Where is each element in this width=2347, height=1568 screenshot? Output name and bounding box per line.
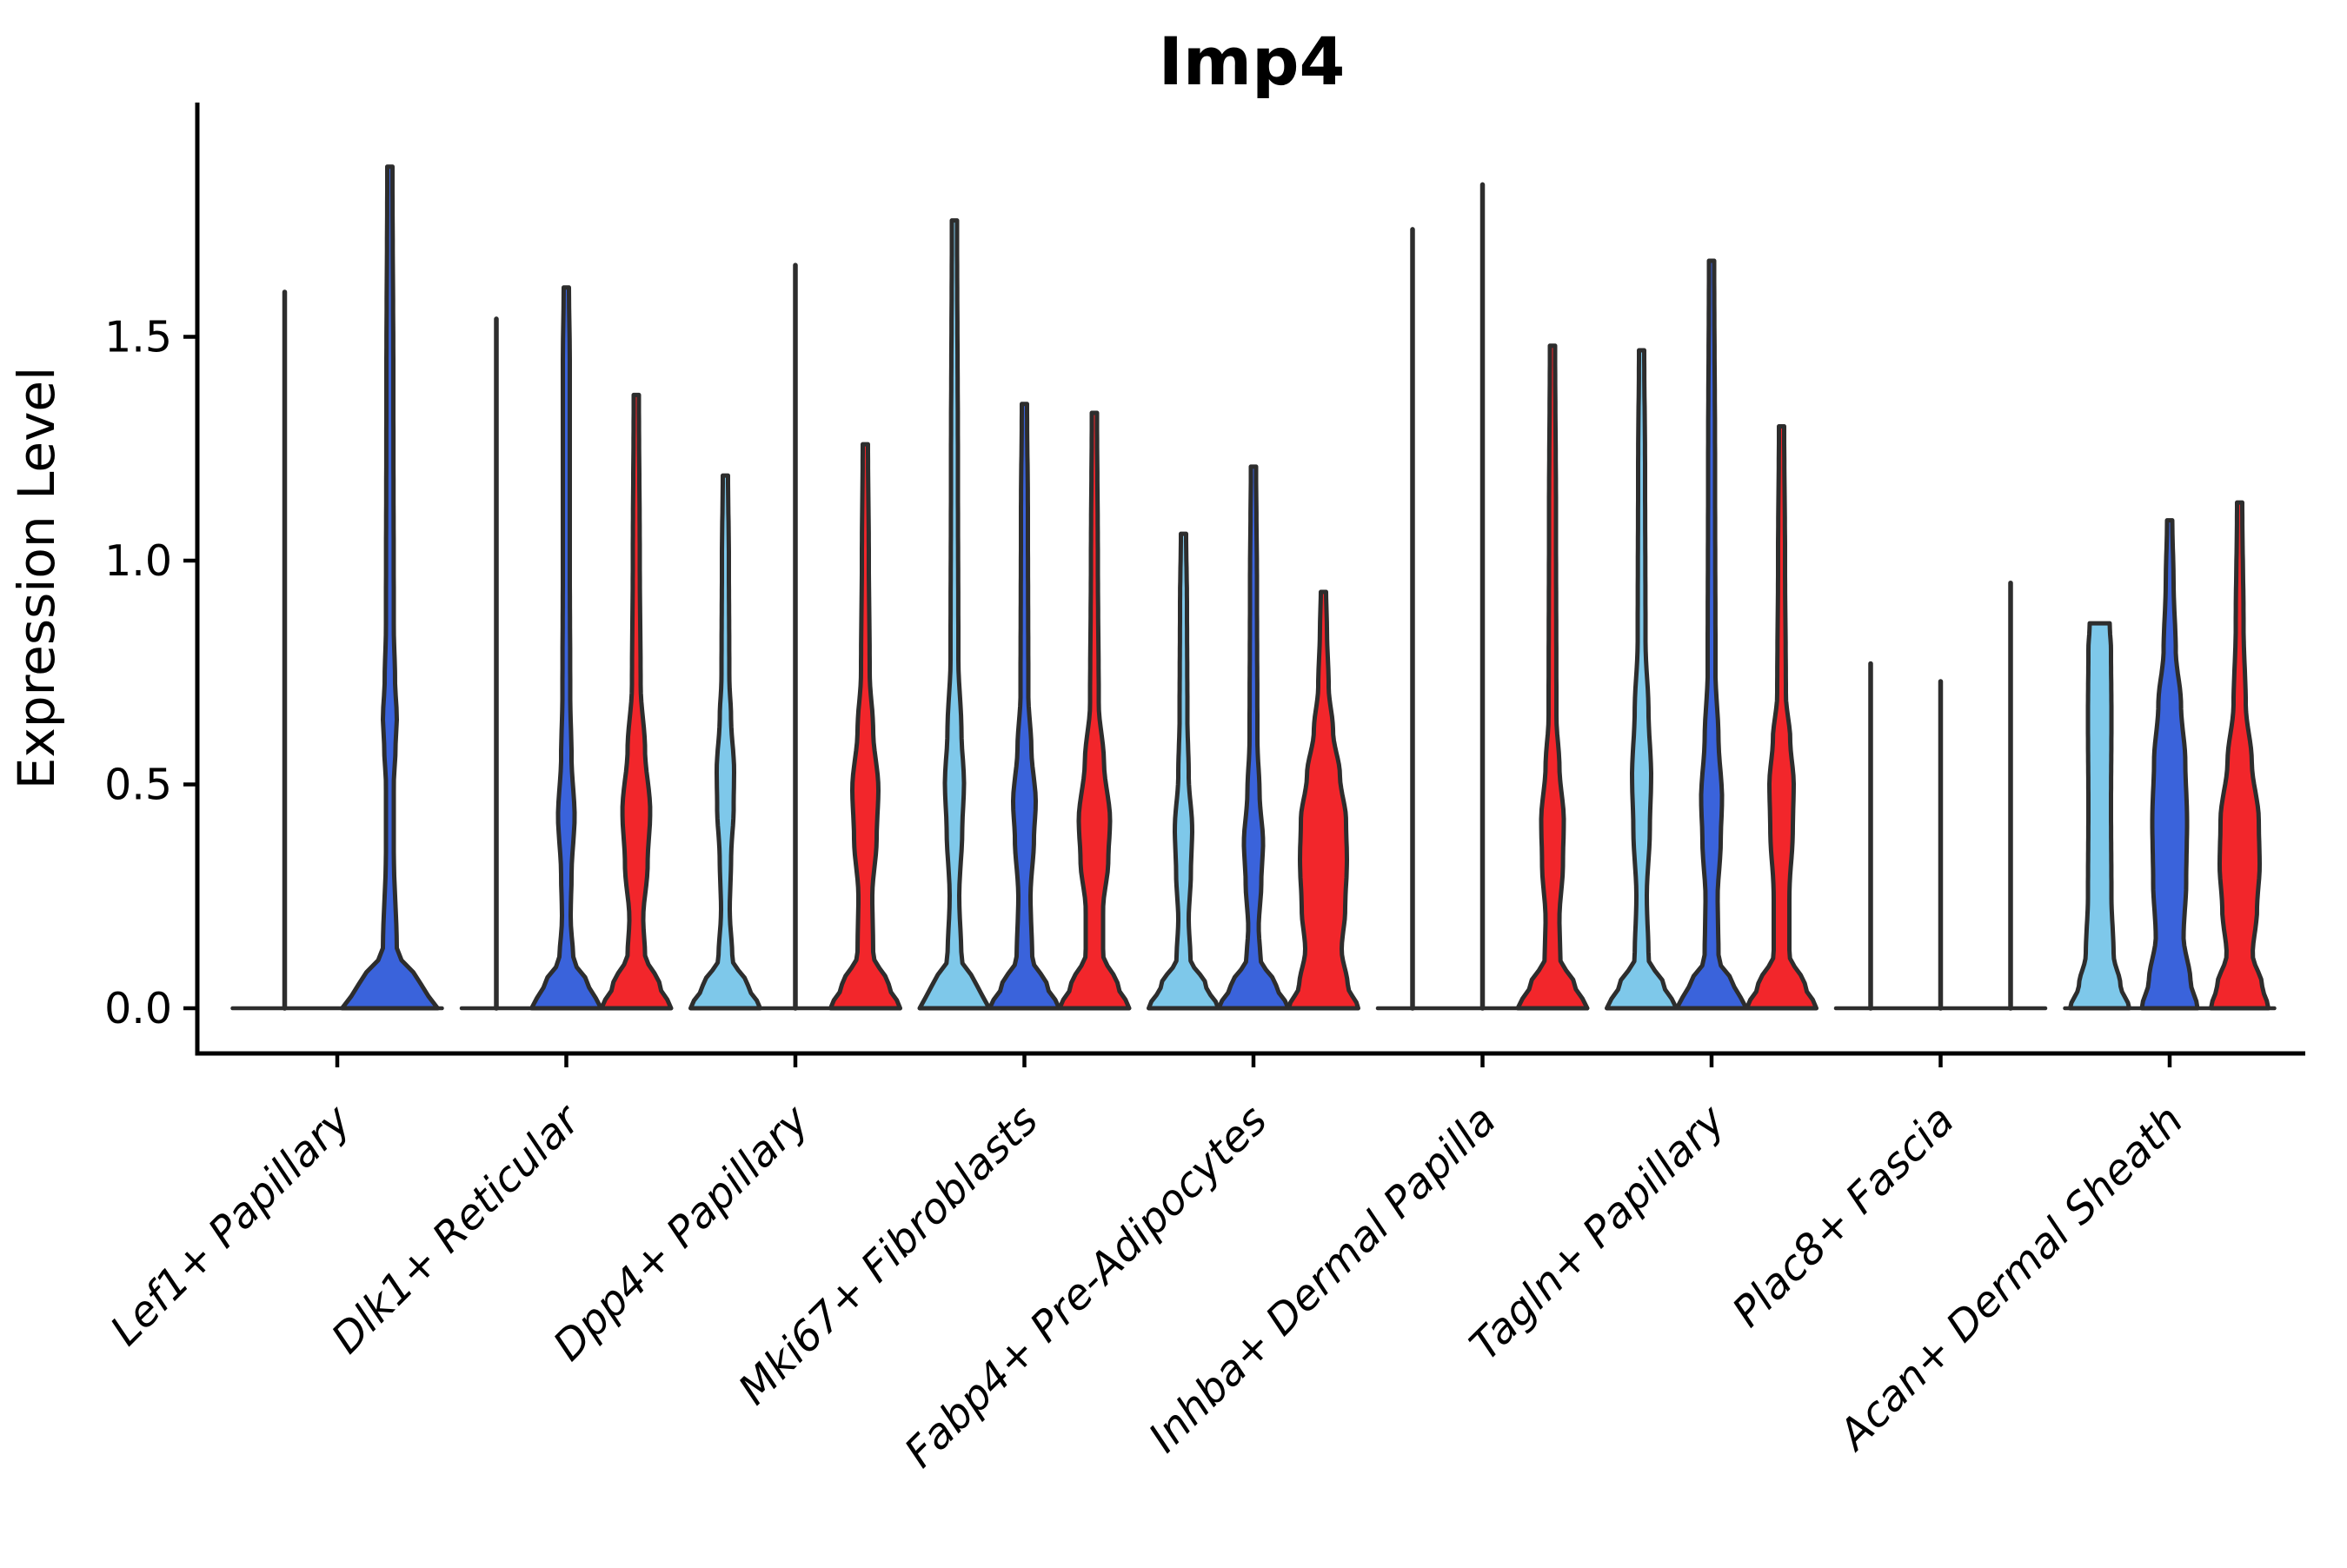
y-tick-label: 1.0: [104, 536, 172, 586]
violin-lef1-papillary-blue: [340, 164, 440, 1011]
violin-group-mki67-fibroblasts: [917, 218, 1132, 1011]
x-tick-label-fabp4-pre-adipocytes: Fabp4+ Pre-Adipocytes: [895, 1096, 1277, 1478]
violin-mki67-fibroblasts-red: [1057, 410, 1132, 1011]
violin-layer: [230, 164, 2277, 1011]
violin-group-dpp4-papillary: [688, 262, 902, 1011]
violin-fabp4-pre-adipocytes-blue: [1216, 464, 1291, 1011]
y-tick-label: 0.0: [104, 984, 172, 1033]
violin-tagln-papillary-red: [1745, 424, 1818, 1011]
x-tick-label-plac8-fascia: Plac8+ Fascia: [1723, 1096, 1964, 1337]
y-tick-label: 1.5: [104, 313, 172, 362]
violin-dlk1-reticular-blue: [529, 285, 603, 1011]
violin-dpp4-papillary-lightblue: [688, 473, 762, 1011]
violin-tagln-papillary-lightblue: [1605, 348, 1679, 1011]
violin-inhba-dermal-papilla-red: [1515, 343, 1590, 1011]
violin-acan-dermal-sheath-blue: [2139, 518, 2200, 1011]
violin-acan-dermal-sheath-lightblue: [2068, 621, 2131, 1011]
violin-dpp4-papillary-red: [828, 442, 902, 1011]
violin-group-dlk1-reticular: [459, 285, 674, 1011]
violin-fabp4-pre-adipocytes-lightblue: [1147, 531, 1220, 1011]
x-tick-label-tagln-papillary: Tagln+ Papillary: [1460, 1095, 1735, 1370]
x-tick-label-dlk1-reticular: Dlk1+ Reticular: [322, 1094, 592, 1364]
violin-group-acan-dermal-sheath: [2063, 500, 2277, 1011]
chart-title: Imp4: [1159, 23, 1346, 100]
y-tick-label: 0.5: [104, 761, 172, 810]
violin-acan-dermal-sheath-red: [2209, 500, 2271, 1011]
x-tick-label-lef1-papillary: Lef1+ Papillary: [101, 1095, 361, 1355]
violin-tagln-papillary-blue: [1674, 258, 1749, 1011]
violin-group-fabp4-pre-adipocytes: [1147, 464, 1360, 1011]
violin-fabp4-pre-adipocytes-red: [1287, 589, 1360, 1011]
violin-group-tagln-papillary: [1605, 258, 1818, 1011]
violin-mki67-fibroblasts-lightblue: [917, 218, 992, 1011]
y-axis-label: Expression Level: [7, 367, 66, 789]
violin-group-lef1-papillary: [230, 164, 444, 1011]
violin-group-plac8-fascia: [1833, 581, 2048, 1011]
violin-dlk1-reticular-red: [599, 392, 674, 1011]
violin-mki67-fibroblasts-blue: [987, 402, 1061, 1011]
violin-group-inhba-dermal-papilla: [1375, 182, 1590, 1011]
x-tick-label-dpp4-papillary: Dpp4+ Papillary: [544, 1095, 819, 1370]
